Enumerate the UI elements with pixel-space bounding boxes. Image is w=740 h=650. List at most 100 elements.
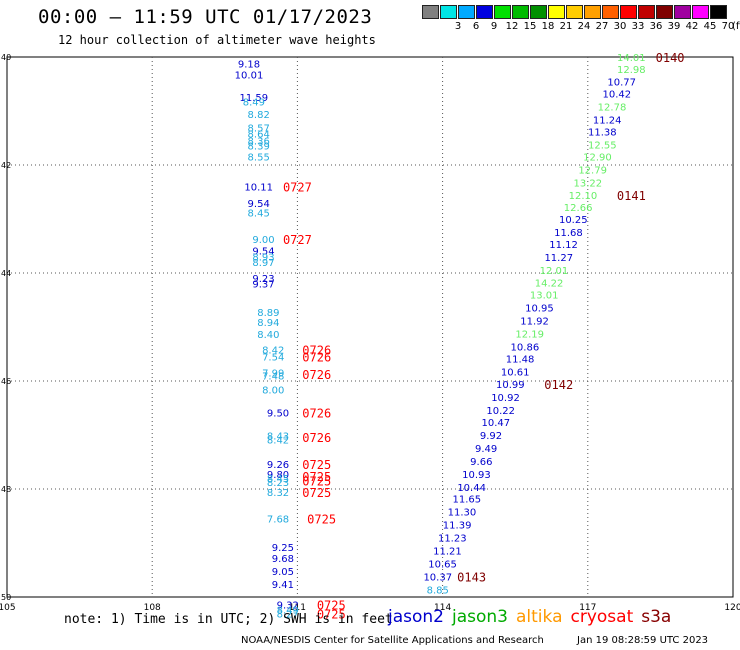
wave-height-label: 9.80 (267, 470, 289, 481)
wave-height-label: 8.40 (257, 330, 279, 341)
wave-height-label: 10.99 (496, 380, 525, 391)
wave-height-label: 11.24 (593, 116, 622, 127)
wave-height-label: 9.92 (480, 431, 502, 442)
wave-height-label: 8.36 (248, 137, 270, 148)
legend-label: 21 (559, 21, 573, 32)
wave-height-label: 9.05 (272, 567, 294, 578)
wave-height-label: 7.54 (262, 353, 284, 364)
wave-height-label: 9.49 (475, 444, 497, 455)
satellite-legend: jason2 jason3 altika cryosat s3a (388, 607, 679, 627)
wave-height-label: 9.68 (272, 554, 294, 565)
wave-height-label: 9.26 (267, 460, 289, 471)
pass-time-label: 0725 (317, 608, 346, 622)
lon-tick-label: 108 (144, 603, 161, 613)
wave-height-label: 12.10 (569, 191, 598, 202)
wave-height-label: 8.64 (248, 130, 270, 141)
pass-time-label: 0143 (457, 570, 486, 584)
wave-height-label: 10.77 (607, 77, 636, 88)
footer-credit: NOAA/NESDIS Center for Satellite Applica… (241, 635, 544, 646)
wave-height-label: 14.22 (535, 279, 564, 290)
wave-height-label: 9.18 (238, 59, 260, 70)
lon-tick-label: 117 (579, 603, 596, 613)
pass-time-label: 0726 (302, 406, 331, 420)
wave-height-label: 7.48 (262, 372, 284, 383)
wave-height-label: 8.00 (262, 386, 284, 397)
wave-height-label: 10.44 (457, 483, 486, 494)
legend-label: 42 (685, 21, 699, 32)
legend-label: 36 (649, 21, 663, 32)
wave-height-label: 9.54 (248, 199, 270, 210)
wave-height-label: 10.37 (423, 572, 452, 583)
legend-swatch (494, 5, 511, 19)
lat-tick-label: 48 (1, 485, 11, 494)
legend-label: 15 (523, 21, 537, 32)
wave-height-label: 11.65 (452, 495, 481, 506)
wave-height-label: 11.21 (433, 547, 462, 558)
wave-height-label: 10.95 (525, 304, 554, 315)
legend-label: 39 (667, 21, 681, 32)
wave-height-label: 10.25 (559, 215, 588, 226)
wave-height-label: 7.99 (262, 368, 284, 379)
wave-height-label: 8.89 (257, 308, 279, 319)
map-gridlines (7, 57, 733, 597)
legend-label: 12 (505, 21, 519, 32)
pass-time-label: 0727 (283, 181, 312, 195)
legend-label: 24 (577, 21, 591, 32)
pass-time-label: 0725 (302, 470, 331, 484)
wave-height-label: 8.42 (267, 435, 289, 446)
pass-time-label: 0142 (544, 378, 573, 392)
legend-swatch (620, 5, 637, 19)
wave-height-label: 8.82 (248, 110, 270, 121)
wave-height-label: 10.47 (482, 418, 511, 429)
wave-height-label: 9.41 (272, 580, 294, 591)
page-subtitle: 12 hour collection of altimeter wave hei… (58, 33, 376, 47)
legend-label: 45 (703, 21, 717, 32)
legend-swatch (566, 5, 583, 19)
legend-swatch (458, 5, 475, 19)
legend-swatch (584, 5, 601, 19)
legend-swatch (440, 5, 457, 19)
wave-height-label: 8.49 (243, 97, 265, 108)
wave-height-label: 8.57 (248, 124, 270, 135)
wave-height-label: 12.79 (578, 165, 607, 176)
wave-height-label: 11.27 (544, 253, 573, 264)
legend-swatch (638, 5, 655, 19)
legend-swatch (530, 5, 547, 19)
wave-height-label: 9.32 (277, 601, 299, 612)
pass-time-label: 0141 (617, 189, 646, 203)
wave-height-label: 12.55 (588, 140, 617, 151)
wave-height-label: 9.66 (470, 457, 492, 468)
wave-height-label: 14.01 (617, 53, 646, 64)
page-title: 00:00 – 11:59 UTC 01/17/2023 (38, 6, 373, 28)
legend-swatch (476, 5, 493, 19)
legend-label: 30 (613, 21, 627, 32)
wave-height-label: 12.66 (564, 203, 593, 214)
wave-height-label: 10.22 (486, 406, 515, 417)
pass-time-label: 0726 (302, 368, 331, 382)
pass-time-label: 0725 (317, 599, 346, 613)
legend-label: 70 (721, 21, 735, 32)
wave-height-label: 8.43 (267, 432, 289, 443)
wave-height-label: 9.25 (272, 543, 294, 554)
pass-time-label: 0726 (302, 344, 331, 358)
wave-height-label: 8.39 (248, 142, 270, 153)
wave-height-label: 11.12 (549, 240, 578, 251)
wave-height-label: 11.59 (240, 93, 269, 104)
legend-swatch (710, 5, 727, 19)
map-frame (6, 56, 734, 598)
lat-tick-label: 40 (1, 53, 11, 62)
lon-tick-label: 105 (0, 603, 16, 613)
legend-label: 6 (472, 21, 480, 32)
wave-height-label: 11.92 (520, 317, 549, 328)
wave-height-label: 8.23 (267, 478, 289, 489)
wave-height-label: 11.68 (554, 228, 583, 239)
footer-generated-date: Jan 19 08:28:59 UTC 2023 (577, 635, 709, 646)
wave-height-label: 8.45 (248, 209, 270, 220)
legend-label: 9 (490, 21, 498, 32)
wave-height-label: 13.01 (530, 291, 559, 302)
wave-height-label: 10.01 (235, 70, 264, 81)
lon-tick-label: 120 (724, 603, 740, 613)
wave-height-label: 10.93 (462, 470, 491, 481)
wave-height-label: 8.42 (262, 346, 284, 357)
